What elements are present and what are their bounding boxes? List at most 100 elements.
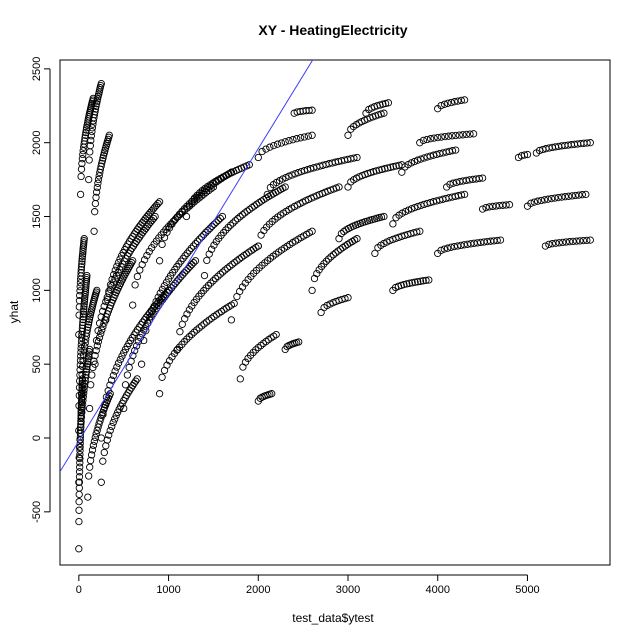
data-point <box>234 215 242 223</box>
data-point <box>123 371 132 379</box>
data-point <box>353 235 361 243</box>
data-point <box>76 450 84 459</box>
data-point <box>91 208 99 216</box>
data-point <box>191 257 200 265</box>
data-point <box>425 276 433 284</box>
data-point <box>478 205 487 213</box>
data-point <box>83 329 91 337</box>
data-point <box>416 277 425 285</box>
data-point <box>263 190 271 199</box>
data-point <box>78 260 86 268</box>
data-point <box>334 247 342 255</box>
data-point <box>162 225 170 233</box>
data-point <box>150 302 158 310</box>
data-point <box>114 359 123 367</box>
data-point <box>408 279 416 287</box>
data-point <box>90 227 98 235</box>
data-point <box>266 143 274 151</box>
data-point <box>92 336 101 345</box>
data-point <box>193 326 201 334</box>
data-point <box>185 306 194 314</box>
data-point <box>195 189 204 197</box>
data-point <box>457 96 465 105</box>
data-point <box>552 239 560 247</box>
data-point <box>258 147 266 156</box>
data-point <box>195 324 203 332</box>
data-point <box>262 337 270 346</box>
data-point <box>205 316 213 324</box>
data-point <box>93 342 101 350</box>
data-point <box>106 426 114 435</box>
data-point <box>189 259 198 267</box>
data-point <box>400 280 408 289</box>
x-tick-label: 0 <box>76 584 82 596</box>
data-point <box>81 343 89 351</box>
data-point <box>460 190 469 199</box>
data-point <box>211 274 220 283</box>
data-point <box>82 126 90 134</box>
data-point <box>565 238 574 246</box>
data-point <box>575 191 583 199</box>
data-point <box>221 266 229 274</box>
data-point <box>523 150 532 159</box>
y-tick-label: 2500 <box>31 57 43 81</box>
data-point <box>77 413 86 421</box>
y-tick-label: 2000 <box>31 130 43 154</box>
data-point <box>85 404 94 413</box>
data-point <box>99 154 107 162</box>
data-point <box>137 360 146 368</box>
data-point <box>76 454 84 463</box>
data-point <box>79 356 87 365</box>
data-point <box>188 261 196 269</box>
data-point <box>75 330 83 339</box>
data-point <box>295 338 303 346</box>
data-point <box>386 163 395 171</box>
data-point <box>289 136 297 144</box>
data-point <box>541 242 550 250</box>
data-point <box>403 280 411 288</box>
data-point <box>77 423 85 431</box>
data-point <box>75 545 83 553</box>
data-point <box>239 363 247 371</box>
data-point <box>75 498 83 506</box>
data-point <box>426 135 435 143</box>
data-point <box>169 281 178 290</box>
data-point <box>105 431 113 439</box>
data-point <box>91 199 100 208</box>
data-point <box>327 253 335 261</box>
data-point <box>554 193 562 202</box>
data-point <box>176 328 184 336</box>
data-point <box>133 375 141 383</box>
data-point <box>350 154 358 162</box>
data-point <box>110 270 118 279</box>
data-point <box>171 279 179 288</box>
data-point <box>84 320 93 329</box>
data-point <box>78 155 87 163</box>
data-point <box>86 148 94 156</box>
data-point <box>579 236 588 245</box>
data-point <box>398 168 406 176</box>
data-point <box>583 139 591 147</box>
data-point <box>313 269 321 278</box>
data-point <box>77 263 86 271</box>
data-point <box>77 352 85 360</box>
data-point <box>143 251 151 260</box>
data-point <box>466 130 474 138</box>
data-point <box>181 252 189 260</box>
data-point <box>79 307 88 316</box>
data-point <box>419 277 427 285</box>
data-point <box>116 355 124 364</box>
data-point <box>151 212 159 221</box>
data-point <box>245 161 253 169</box>
data-point <box>376 101 384 109</box>
data-point <box>80 295 89 303</box>
data-point <box>171 215 180 223</box>
data-point <box>493 236 501 245</box>
data-point <box>75 402 83 410</box>
data-point <box>230 258 239 267</box>
data-point <box>308 131 316 139</box>
data-point <box>216 214 224 223</box>
chart-title: XY - HeatingElectricity <box>258 22 407 38</box>
data-point <box>92 430 100 438</box>
data-point <box>155 198 164 206</box>
